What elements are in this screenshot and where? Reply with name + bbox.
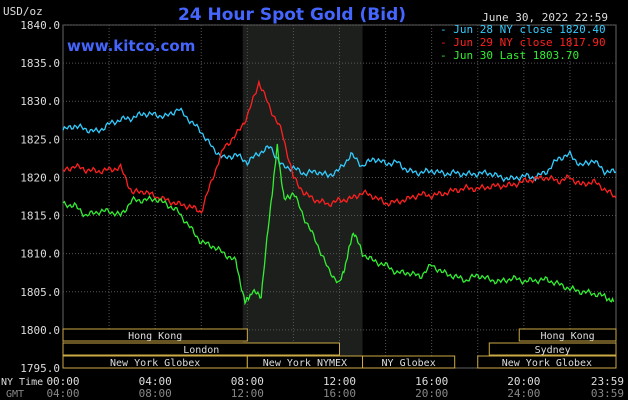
session-band bbox=[362, 355, 456, 369]
y-tick-label: 1800.0 bbox=[20, 324, 60, 337]
x-tick-label-gmt: 12:00 bbox=[231, 387, 264, 400]
x-tick-label-ny: 12:00 bbox=[323, 375, 356, 388]
y-tick-label: 1820.0 bbox=[20, 171, 60, 184]
y-tick-label: 1815.0 bbox=[20, 210, 60, 223]
session-band bbox=[62, 342, 340, 356]
legend-entry: - Jun 28 NY close 1820.40 bbox=[440, 23, 606, 36]
session-label: London bbox=[183, 345, 219, 356]
series-line bbox=[62, 107, 617, 183]
session-label: New York NYMEX bbox=[263, 358, 347, 369]
y-tick-label: 1810.0 bbox=[20, 248, 60, 261]
y-tick-label: 1840.0 bbox=[20, 19, 60, 32]
y-tick-label: 1795.0 bbox=[20, 362, 60, 375]
session-band bbox=[477, 355, 617, 369]
y-axis-label: USD/oz bbox=[3, 5, 43, 18]
timestamp: June 30, 2022 22:59 bbox=[482, 11, 608, 24]
series-line bbox=[62, 143, 615, 306]
x-tick-label-gmt: 24:00 bbox=[507, 387, 540, 400]
legend-entry: - Jun 29 NY close 1817.90 bbox=[440, 36, 606, 49]
session-label: NY Globex bbox=[382, 358, 436, 369]
x-tick-label-ny: 04:00 bbox=[139, 375, 172, 388]
session-label: New York Globex bbox=[502, 358, 592, 369]
session-band bbox=[518, 328, 617, 342]
x-axis-label-gmt: GMT bbox=[6, 389, 24, 400]
x-tick-label-gmt: 08:00 bbox=[139, 387, 172, 400]
x-tick-label-gmt: 16:00 bbox=[323, 387, 356, 400]
y-tick-label: 1825.0 bbox=[20, 133, 60, 146]
session-label: New York Globex bbox=[110, 358, 200, 369]
x-tick-label-gmt: 04:00 bbox=[46, 387, 79, 400]
x-tick-label-ny: 20:00 bbox=[507, 375, 540, 388]
legend-entry: - Jun 30 Last 1803.70 bbox=[440, 49, 579, 62]
y-tick-label: 1835.0 bbox=[20, 57, 60, 70]
session-label: Sydney bbox=[535, 345, 571, 356]
x-tick-label-gmt: 03:59 bbox=[591, 387, 624, 400]
session-label: Hong Kong bbox=[541, 331, 595, 342]
x-tick-label-gmt: 20:00 bbox=[415, 387, 448, 400]
y-tick-label: 1830.0 bbox=[20, 95, 60, 108]
x-tick-label-ny: 23:59 bbox=[591, 375, 624, 388]
highlight-band bbox=[242, 25, 363, 368]
session-label: Hong Kong bbox=[128, 331, 182, 342]
x-axis-label-ny: NY Time bbox=[1, 377, 43, 388]
x-tick-label-ny: 16:00 bbox=[415, 375, 448, 388]
session-band bbox=[488, 342, 617, 356]
session-band bbox=[62, 328, 248, 342]
x-tick-label-ny: 08:00 bbox=[231, 375, 264, 388]
chart-title: 24 Hour Spot Gold (Bid) bbox=[178, 5, 406, 25]
watermark: www.kitco.com bbox=[67, 37, 195, 55]
x-tick-label-ny: 00:00 bbox=[46, 375, 79, 388]
y-tick-label: 1805.0 bbox=[20, 286, 60, 299]
